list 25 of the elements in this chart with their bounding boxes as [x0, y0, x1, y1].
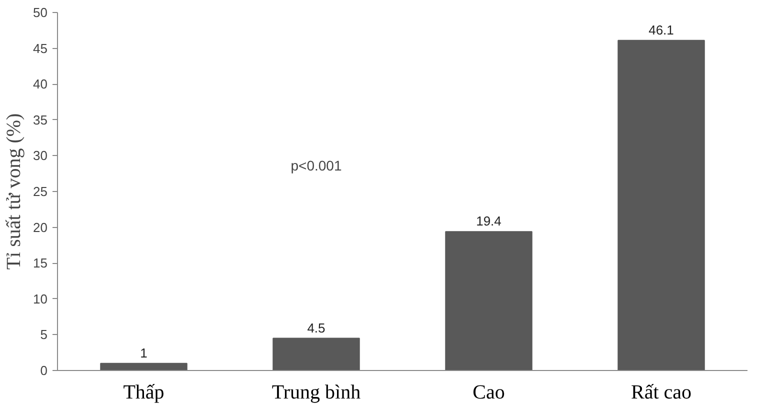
y-tick-label: 20 — [33, 220, 48, 235]
y-axis-title: Tỉ suất tử vong (%) — [3, 113, 26, 270]
annotation: p<0.001 — [290, 158, 342, 174]
bar — [445, 231, 532, 370]
bar — [272, 338, 360, 370]
y-tick-label: 50 — [33, 5, 48, 20]
x-tick-label: Cao — [472, 382, 505, 404]
data-label: 4.5 — [307, 320, 326, 336]
data-label: 1 — [140, 345, 148, 360]
y-tick-label: 40 — [33, 76, 48, 92]
x-tick-label: Trung bình — [272, 382, 361, 404]
y-tick-label: 10 — [33, 291, 48, 306]
y-tick-label: 45 — [33, 40, 48, 56]
y-tick-label: 25 — [33, 184, 48, 199]
y-tick-label: 15 — [33, 256, 48, 271]
x-tick-label: Rất cao — [630, 382, 692, 404]
data-label: 19.4 — [476, 214, 502, 229]
bar — [100, 362, 188, 370]
y-tick-label: 30 — [33, 148, 48, 164]
bar — [618, 40, 705, 370]
x-tick-label: Thấp — [123, 382, 164, 404]
data-label: 46.1 — [648, 22, 674, 38]
y-tick-label: 0 — [40, 363, 48, 378]
y-tick-label: 5 — [40, 327, 48, 342]
y-tick-label: 35 — [33, 112, 48, 128]
